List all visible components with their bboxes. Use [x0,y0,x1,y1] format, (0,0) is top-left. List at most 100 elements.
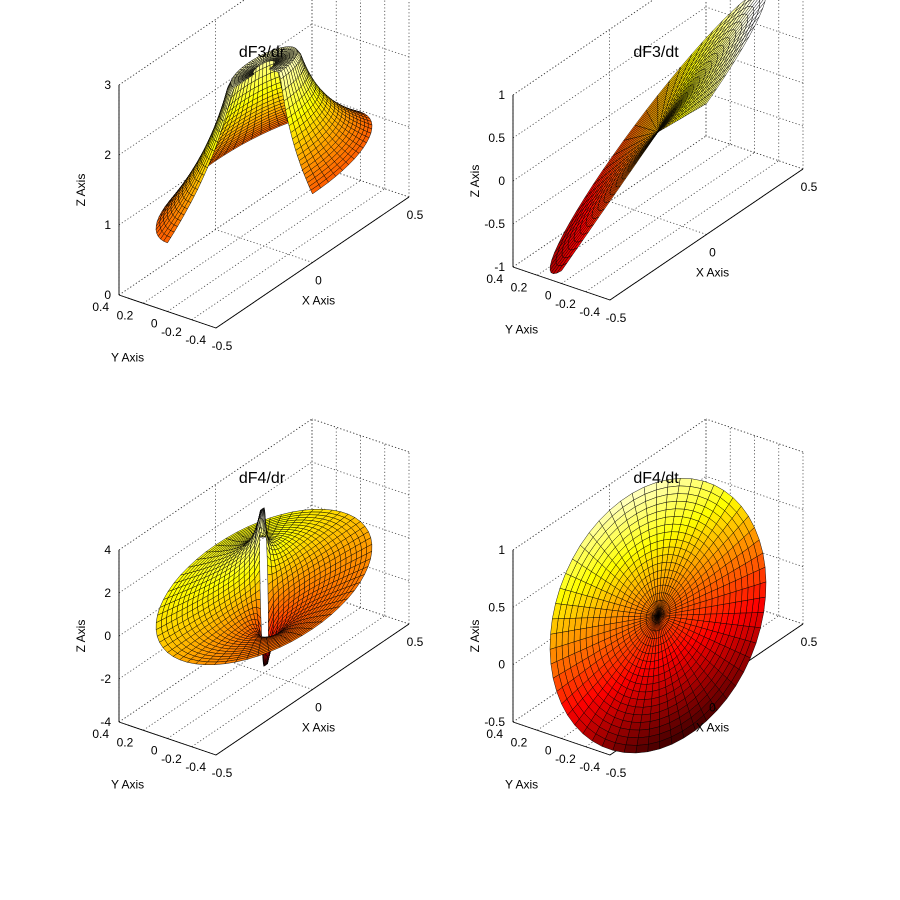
z-axis-label: Z Axis [468,165,482,198]
surface-patch [623,744,638,754]
surface-patch [729,590,737,604]
x-tick-label: -0.5 [606,311,627,325]
surface-patch [665,508,676,518]
y-tick-label: 0.4 [92,300,109,314]
z-tick-label: 0.5 [488,600,505,614]
grid-line [143,171,337,304]
grid-line [705,475,804,510]
surface-patch [582,726,597,742]
y-axis-line [118,294,217,329]
y-tick-label: 0.2 [117,735,134,749]
z-tick-label: 0 [498,174,505,188]
y-axis-label: Y Axis [111,351,144,365]
surface-patch [310,184,321,195]
surface-patch [741,587,749,602]
z-tick-label: 0.5 [488,131,505,145]
y-tick-label: 0.4 [486,727,503,741]
z-tick-label: 2 [104,148,111,162]
z-tick-label: -0.5 [484,217,505,231]
y-tick-label: 0.2 [511,280,528,294]
surface-patch [657,570,662,579]
surface [549,478,767,754]
surface [549,0,766,275]
surface-patch [758,566,767,585]
surface-patch [704,606,713,615]
y-tick-label: -0.2 [555,752,576,766]
surface-patch [549,632,557,650]
surface-patch [666,493,679,503]
plot-title: dF4/dt [633,470,679,487]
tick-labels: -0.500.5-0.4-0.200.20.4-1-0.500.51 [484,88,817,325]
y-tick-label: 0.2 [511,735,528,749]
z-tick-label: 1 [498,88,505,102]
z-tick-label: -1 [494,260,505,274]
grid-line [561,152,755,284]
surface-patch [657,585,661,594]
surface-patch [567,629,575,645]
z-axis-label: Z Axis [468,620,482,653]
y-tick-label: -0.2 [161,752,182,766]
x-tick-label: -0.5 [606,766,627,780]
surface-patch [678,478,693,487]
x-tick-label: 0 [709,246,716,260]
surface-patch [272,531,281,534]
surface-patch [672,516,683,525]
tick-labels: -0.500.5-0.4-0.200.20.4-0.500.51 [484,543,817,780]
axes-lines [512,95,804,301]
surface-patch [657,562,663,572]
grid-line [705,135,804,170]
x-tick-label: -0.5 [212,766,233,780]
axes-lines [118,85,410,329]
y-axis-label: Y Axis [111,778,144,792]
y-tick-label: -0.4 [579,305,600,319]
z-tick-label: -2 [100,672,111,686]
x-axis-label: X Axis [302,294,335,308]
y-axis-label: Y Axis [505,778,538,792]
x-tick-label: 0.5 [801,180,818,194]
z-axis-label: Z Axis [74,174,88,207]
plot-title: dF4/dr [239,470,286,487]
surface-patch [717,594,725,606]
surface-patch [666,485,680,495]
surface-patch [657,577,662,587]
x-axis-line [215,623,410,756]
x-axis-label: X Axis [696,721,729,735]
y-tick-label: 0 [151,744,158,758]
subplot-p4: -0.500.5-0.4-0.200.20.4-0.500.51X AxisY … [468,418,818,792]
surface-patch [561,630,569,647]
y-tick-label: -0.2 [161,325,182,339]
z-tick-label: 0 [104,288,111,302]
surface-patch [698,607,707,615]
surface-patch [555,631,563,648]
x-axis-label: X Axis [302,721,335,735]
x-tick-label: 0.5 [407,635,424,649]
surface-patch [687,609,695,616]
surface-patch [735,589,743,603]
grid-line [512,6,707,139]
surface [155,46,373,244]
surface-patch [723,592,731,605]
x-axis-label: X Axis [696,266,729,280]
box-edge [512,0,654,96]
box-edge [512,418,707,551]
y-tick-label: 0 [545,289,552,303]
y-tick-label: 0.4 [486,272,503,286]
surface-patch [747,572,755,588]
z-tick-label: 0 [104,629,111,643]
y-tick-label: -0.4 [185,760,206,774]
surface-patch [759,581,767,599]
surface-patch [676,493,689,502]
surface-patch [663,531,672,541]
box-edge [311,418,410,453]
surface-patch [664,523,674,533]
y-tick-label: 0 [151,317,158,331]
surface-patch [637,728,650,739]
x-axis-line [215,196,410,329]
y-tick-label: 0 [545,744,552,758]
surface-patch [635,744,649,754]
